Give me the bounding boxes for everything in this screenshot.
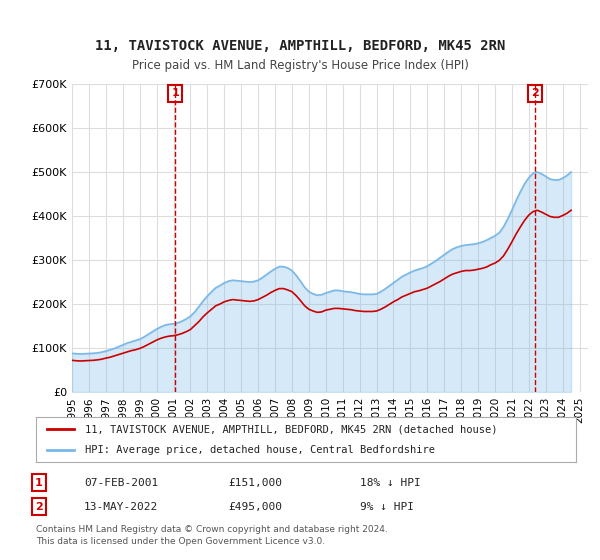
Text: 9% ↓ HPI: 9% ↓ HPI: [360, 502, 414, 512]
Text: 07-FEB-2001: 07-FEB-2001: [84, 478, 158, 488]
Text: 1: 1: [172, 88, 179, 98]
Text: 13-MAY-2022: 13-MAY-2022: [84, 502, 158, 512]
Text: 1: 1: [35, 478, 43, 488]
Text: Contains HM Land Registry data © Crown copyright and database right 2024.
This d: Contains HM Land Registry data © Crown c…: [36, 525, 388, 546]
Text: HPI: Average price, detached house, Central Bedfordshire: HPI: Average price, detached house, Cent…: [85, 445, 434, 455]
Text: 2: 2: [35, 502, 43, 512]
Text: £495,000: £495,000: [228, 502, 282, 512]
Text: 11, TAVISTOCK AVENUE, AMPTHILL, BEDFORD, MK45 2RN (detached house): 11, TAVISTOCK AVENUE, AMPTHILL, BEDFORD,…: [85, 424, 497, 435]
Text: Price paid vs. HM Land Registry's House Price Index (HPI): Price paid vs. HM Land Registry's House …: [131, 59, 469, 72]
Text: 2: 2: [531, 88, 539, 98]
Text: 18% ↓ HPI: 18% ↓ HPI: [360, 478, 421, 488]
Text: 11, TAVISTOCK AVENUE, AMPTHILL, BEDFORD, MK45 2RN: 11, TAVISTOCK AVENUE, AMPTHILL, BEDFORD,…: [95, 39, 505, 53]
Text: £151,000: £151,000: [228, 478, 282, 488]
